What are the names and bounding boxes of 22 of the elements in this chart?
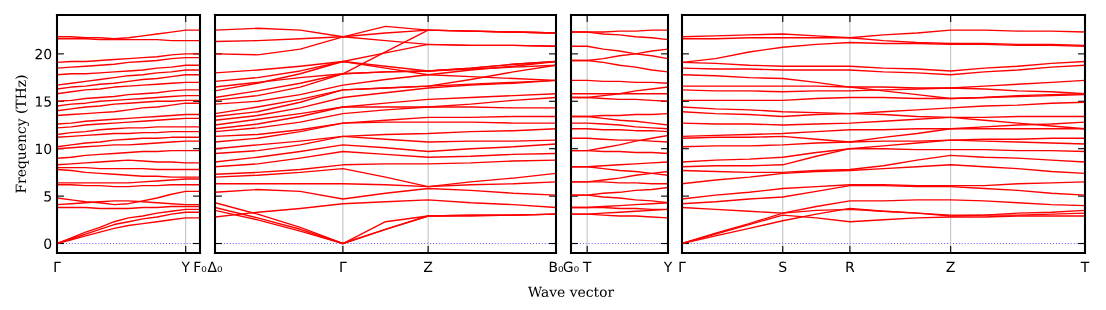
x-tick-label: S	[779, 261, 787, 273]
x-tick-label: G₀	[563, 261, 579, 273]
x-tick-label: T	[582, 261, 592, 272]
x-tick-label: Γ	[679, 261, 686, 272]
x-tick-label: Z	[423, 261, 433, 272]
y-tick-label: 15	[35, 96, 51, 107]
x-tick-label: Δ₀	[207, 261, 223, 273]
x-tick-label: F₀	[194, 261, 207, 273]
x-tick-label: Γ	[54, 261, 61, 272]
x-tick-label: Y	[663, 261, 673, 272]
x-tick-label: T	[1080, 261, 1090, 272]
x-tick-label: R	[846, 261, 855, 272]
x-tick-label: B₀	[549, 261, 564, 273]
x-axis-title: Wave vector	[527, 286, 615, 298]
x-tick-label: Z	[946, 261, 955, 272]
y-tick-label: 0	[44, 238, 52, 249]
x-tick-label: Y	[181, 261, 190, 272]
y-tick-label: 5	[44, 191, 51, 202]
y-tick-label: 20	[35, 48, 52, 60]
y-axis-title: Frequency (THz)	[15, 75, 29, 193]
y-tick-label: 10	[35, 143, 52, 155]
x-tick-label: Γ	[340, 261, 347, 272]
